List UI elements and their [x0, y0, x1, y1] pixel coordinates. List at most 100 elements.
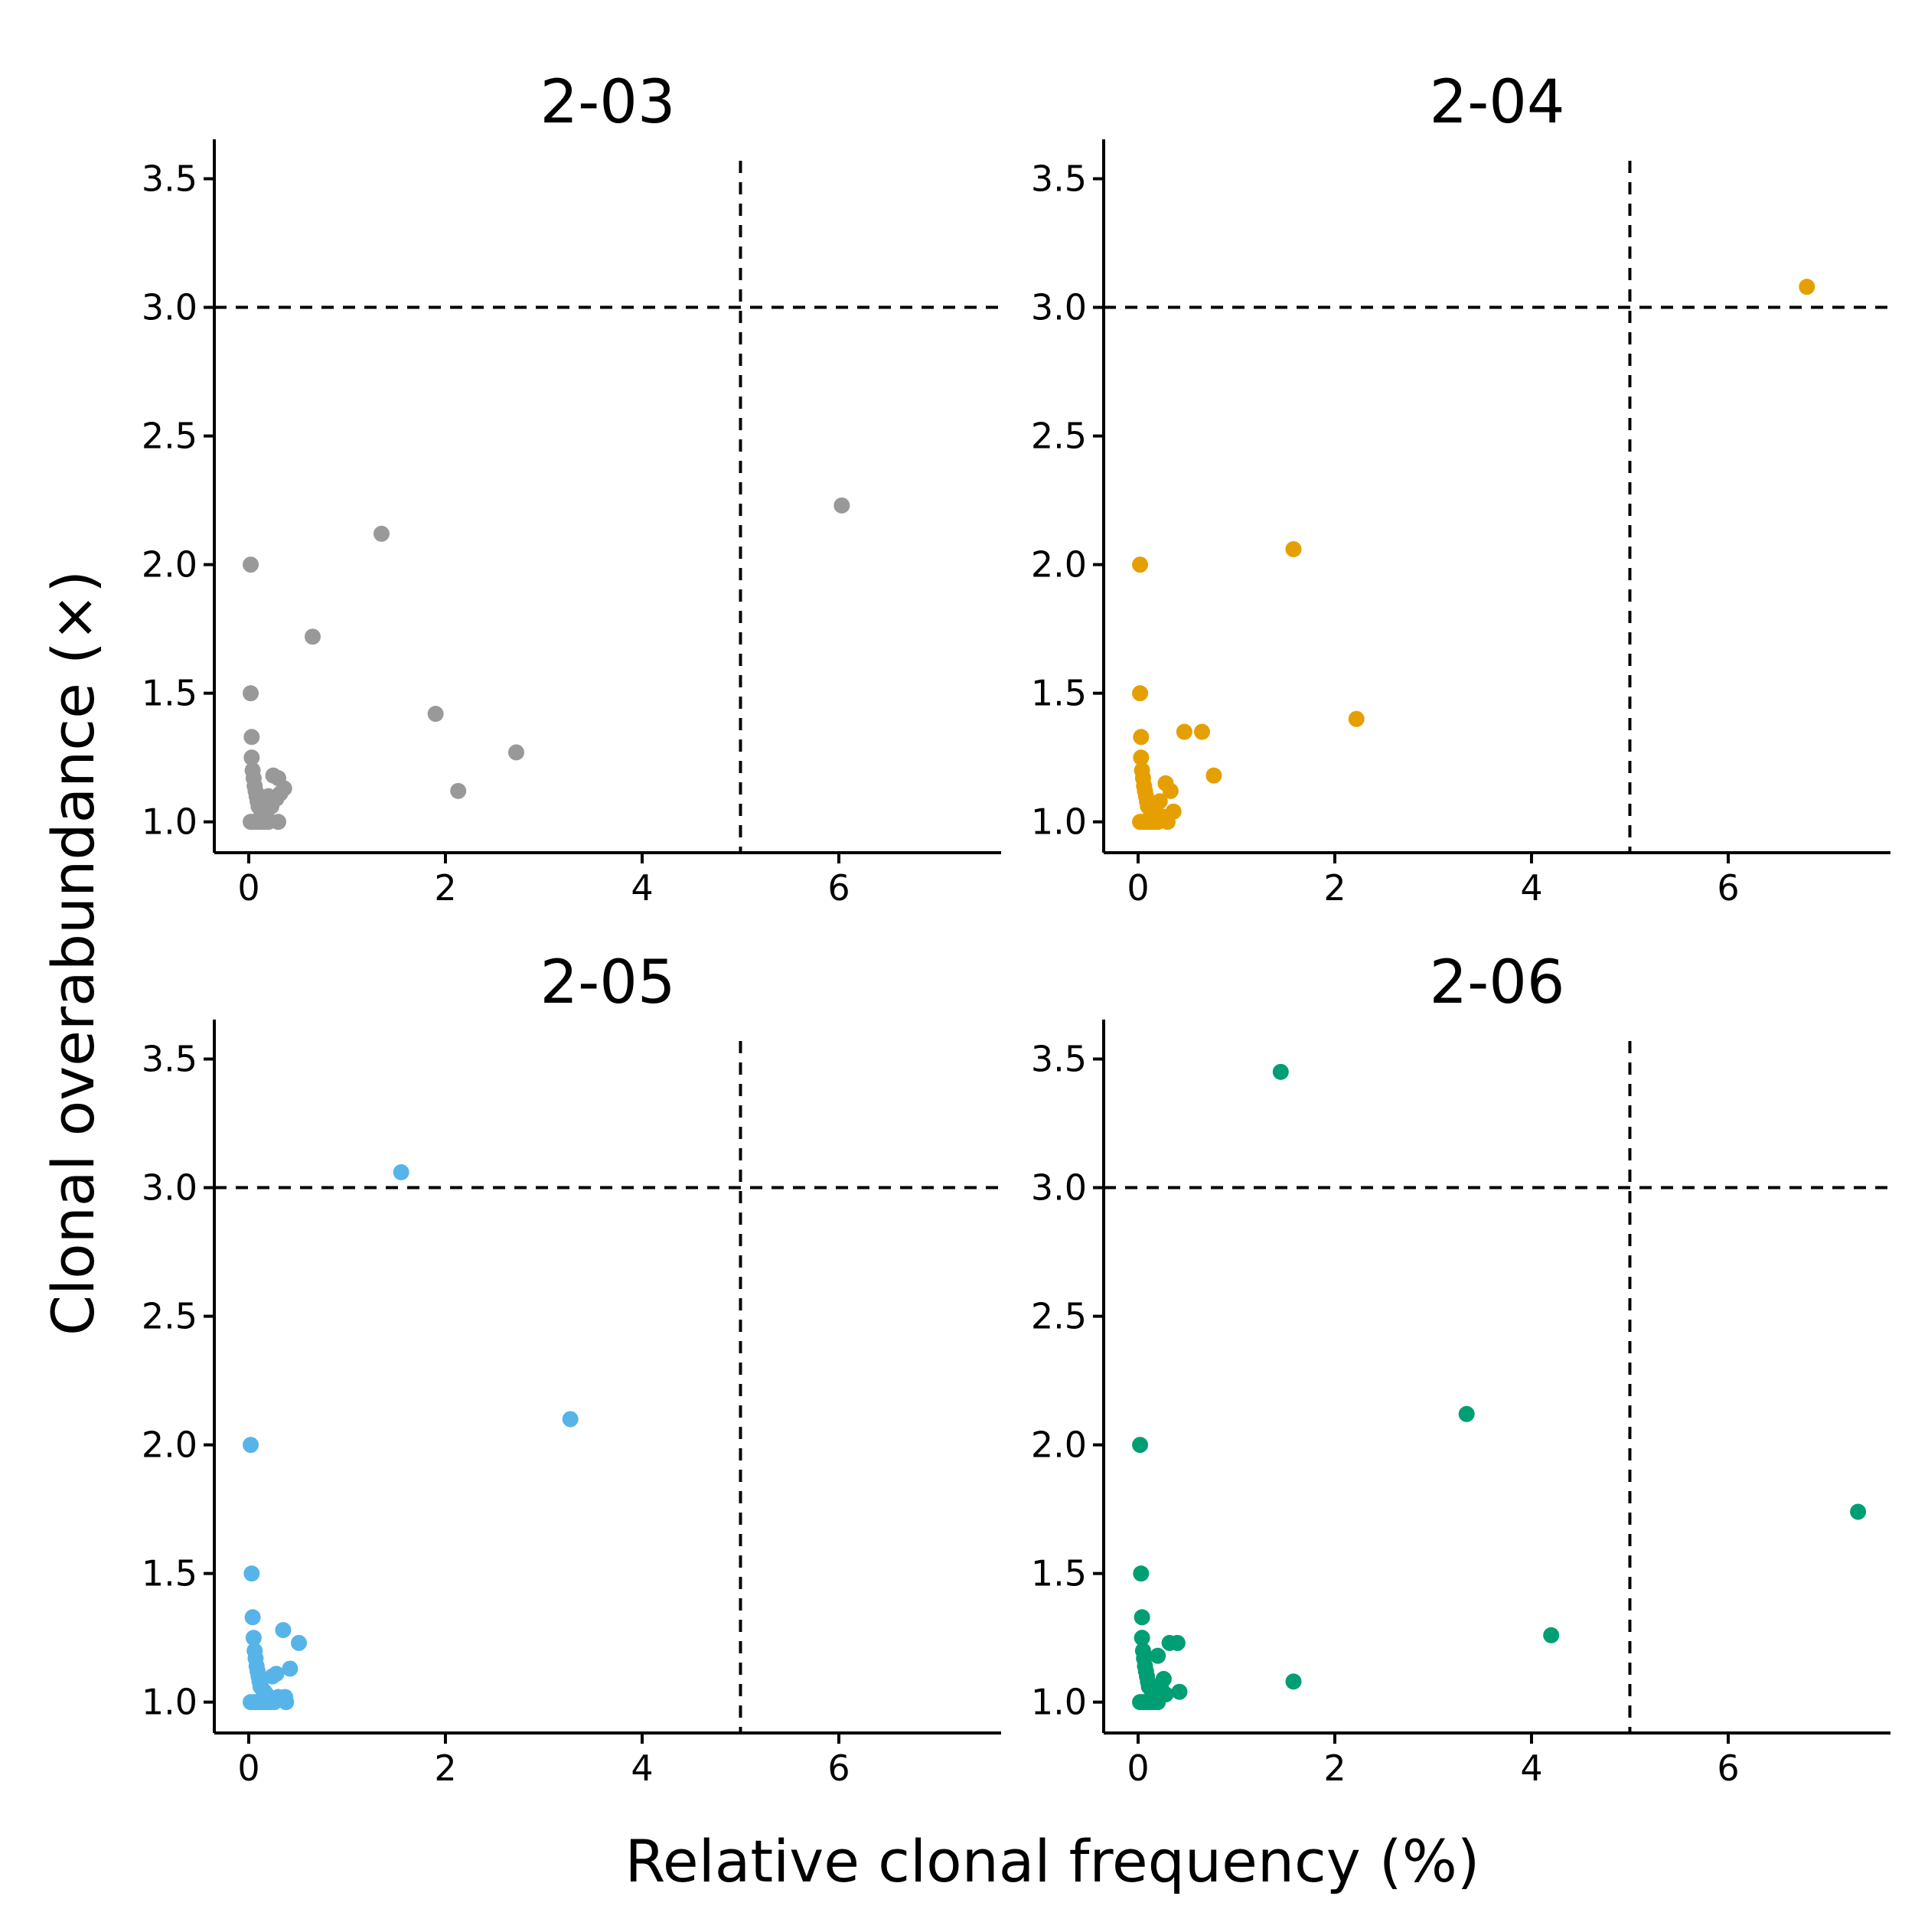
data-point [427, 706, 444, 723]
x-tick-label: 0 [237, 1748, 259, 1789]
data-point [1162, 782, 1179, 799]
data-point [245, 1630, 262, 1646]
data-point [1171, 1683, 1188, 1700]
x-tick-label: 4 [631, 1748, 653, 1789]
y-tick-label: 1.5 [142, 1553, 197, 1594]
x-tick-label: 4 [1520, 1748, 1542, 1789]
data-point [373, 525, 390, 542]
data-point [1132, 685, 1149, 702]
panel-2-04: 2-04 1.0 1.5 2.0 2.5 3.0 3.5 0 2 4 6 [1031, 68, 1890, 909]
y-tick-label: 1.5 [1031, 1553, 1087, 1594]
data-point [243, 556, 259, 573]
x-tick-label: 6 [1717, 867, 1739, 909]
data-point [834, 497, 850, 514]
panel-title: 2-03 [540, 68, 675, 137]
data-point [507, 744, 524, 761]
panel-title: 2-05 [540, 948, 675, 1017]
y-axis-title: Clonal overabundance (×) [39, 570, 107, 1336]
data-point [1132, 556, 1149, 573]
y-tick-label: 3.5 [142, 1039, 197, 1080]
x-tick-label: 6 [1717, 1748, 1739, 1789]
data-point [1157, 1686, 1174, 1703]
data-point [243, 1437, 259, 1454]
data-point [305, 628, 321, 645]
panel-2-06: 2-06 1.0 1.5 2.0 2.5 3.0 3.5 0 2 4 6 [1031, 948, 1890, 1789]
data-point [1133, 1565, 1150, 1582]
data-point [1205, 767, 1222, 784]
x-tick-label: 2 [434, 867, 456, 909]
y-tick-label: 3.0 [142, 1167, 197, 1209]
y-tick-label: 2.0 [1031, 544, 1087, 586]
data-point [1194, 723, 1210, 740]
data-point [278, 1694, 295, 1711]
y-tick-label: 3.0 [1031, 1167, 1087, 1209]
data-point [562, 1411, 579, 1428]
data-point [393, 1163, 409, 1180]
x-tick-label: 2 [1323, 1748, 1346, 1789]
y-tick-label: 1.0 [142, 1682, 197, 1723]
data-point [244, 1609, 261, 1626]
data-point [1133, 729, 1150, 746]
y-tick-label: 1.5 [142, 673, 197, 714]
panel-2-05: 2-05 1.0 1.5 2.0 2.5 3.0 3.5 0 2 4 6 [142, 948, 1001, 1789]
x-tick-label: 4 [1520, 867, 1542, 909]
data-point [1147, 806, 1164, 823]
x-tick-label: 4 [631, 867, 653, 909]
data-point [1132, 1437, 1149, 1454]
data-point [1799, 279, 1815, 295]
data-point [1543, 1627, 1560, 1643]
y-tick-label: 1.0 [1031, 1682, 1087, 1723]
data-point [1165, 803, 1182, 820]
y-tick-label: 3.5 [1031, 158, 1087, 200]
data-point [276, 780, 292, 797]
y-tick-label: 2.0 [1031, 1425, 1087, 1466]
data-point [450, 782, 467, 799]
x-tick-label: 0 [237, 867, 259, 909]
data-point [243, 729, 260, 746]
data-point [1133, 749, 1150, 766]
data-point [1348, 710, 1365, 727]
x-tick-label: 2 [434, 1748, 456, 1789]
x-tick-label: 6 [827, 867, 850, 909]
data-point [1176, 723, 1192, 740]
data-point [1272, 1063, 1289, 1080]
y-tick-label: 3.5 [1031, 1039, 1087, 1080]
data-point [275, 1622, 292, 1639]
data-point [1151, 793, 1168, 810]
y-tick-label: 2.5 [142, 1296, 197, 1337]
data-point [1458, 1405, 1475, 1422]
data-point [1134, 1609, 1150, 1626]
y-tick-label: 3.0 [1031, 287, 1087, 328]
y-tick-label: 2.5 [1031, 1296, 1087, 1337]
data-point [243, 749, 260, 766]
y-tick-label: 3.5 [142, 158, 197, 200]
y-tick-label: 1.0 [142, 801, 197, 843]
panel-title: 2-04 [1429, 68, 1564, 137]
data-point [291, 1634, 308, 1651]
y-tick-label: 3.0 [142, 287, 197, 328]
data-point [268, 1666, 285, 1682]
x-tick-label: 6 [827, 1748, 850, 1789]
data-point [1134, 1630, 1150, 1646]
data-point [1150, 1647, 1166, 1664]
data-point [258, 808, 275, 825]
x-axis-title: Relative clonal frequency (%) [625, 1827, 1480, 1895]
panel-title: 2-06 [1429, 948, 1564, 1017]
y-tick-label: 2.5 [1031, 416, 1087, 457]
data-point [1285, 540, 1302, 557]
x-tick-label: 2 [1323, 867, 1346, 909]
y-tick-label: 2.0 [142, 1425, 197, 1466]
data-point [1850, 1503, 1867, 1520]
y-tick-label: 1.0 [1031, 801, 1087, 843]
panel-2-03: 2-03 1.0 1.5 2.0 2.5 3.0 3.5 0 2 4 6 [142, 68, 1001, 909]
data-point [243, 685, 259, 702]
data-point [1155, 1670, 1172, 1687]
data-point [243, 1565, 260, 1582]
data-point [1285, 1673, 1302, 1690]
x-tick-label: 0 [1127, 1748, 1149, 1789]
data-point [1169, 1634, 1186, 1651]
y-tick-label: 2.0 [142, 544, 197, 586]
